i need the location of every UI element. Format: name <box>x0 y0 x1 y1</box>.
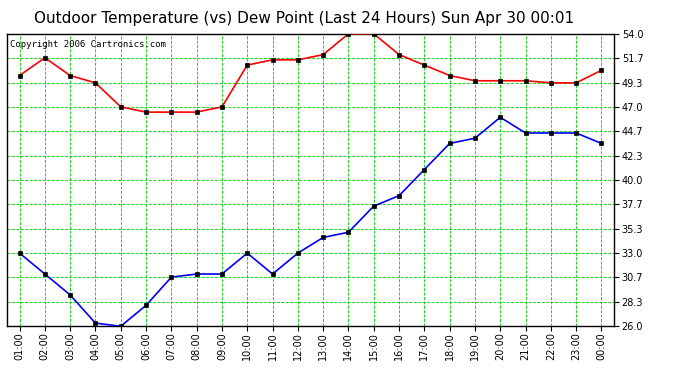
Text: Copyright 2006 Cartronics.com: Copyright 2006 Cartronics.com <box>10 40 166 49</box>
Text: Outdoor Temperature (vs) Dew Point (Last 24 Hours) Sun Apr 30 00:01: Outdoor Temperature (vs) Dew Point (Last… <box>34 11 573 26</box>
